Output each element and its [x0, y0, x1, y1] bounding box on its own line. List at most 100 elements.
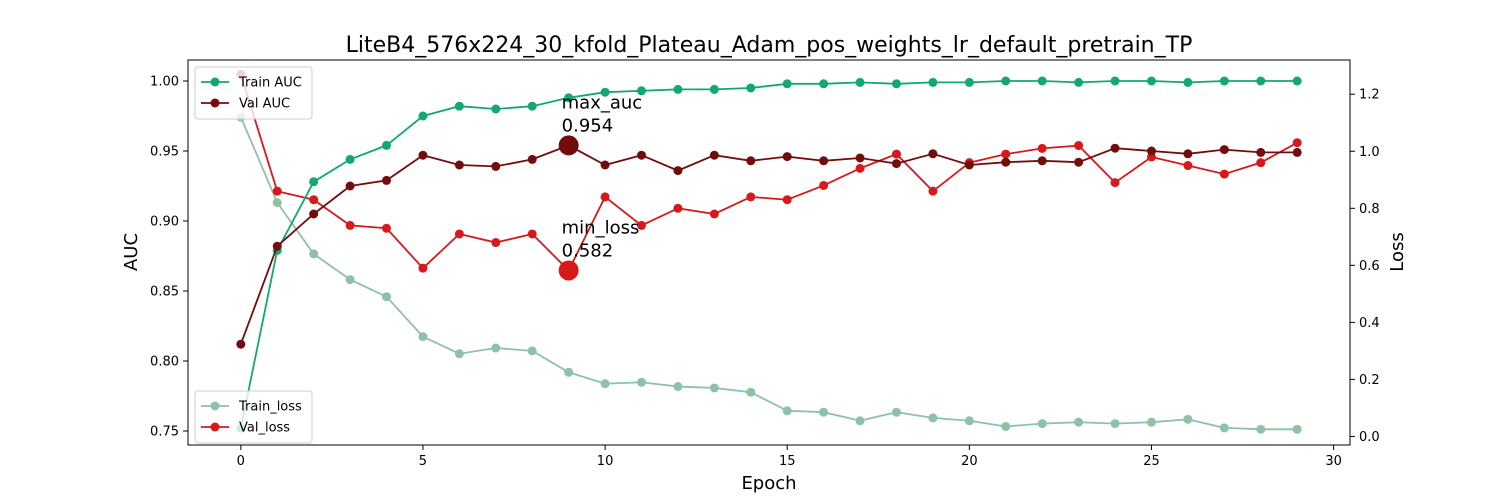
- data-point-train-loss: [1292, 424, 1302, 434]
- data-point-train-loss: [709, 383, 719, 393]
- data-point-train-auc: [1292, 76, 1302, 86]
- data-point-val-auc: [382, 175, 392, 185]
- data-point-train-loss: [673, 382, 683, 392]
- data-point-val-loss: [1110, 178, 1120, 188]
- data-point-val-loss: [491, 238, 501, 248]
- data-point-train-auc: [1037, 76, 1047, 86]
- y-right-tick-label: 1.2: [1359, 88, 1380, 103]
- data-point-train-loss: [1037, 419, 1047, 429]
- data-point-train-auc: [309, 177, 319, 187]
- data-point-train-auc: [855, 77, 865, 87]
- data-point-train-loss: [600, 379, 610, 389]
- data-point-train-loss: [454, 349, 464, 359]
- data-point-val-auc: [819, 156, 829, 166]
- data-point-val-loss: [709, 209, 719, 219]
- data-point-val-loss: [272, 186, 282, 196]
- data-point-val-auc: [673, 166, 683, 176]
- data-point-val-loss: [1219, 169, 1229, 179]
- data-point-train-auc: [418, 111, 428, 121]
- y-left-tick-label: 0.85: [150, 285, 179, 300]
- data-point-train-loss: [345, 275, 355, 285]
- data-point-val-loss: [1256, 158, 1266, 168]
- data-point-train-auc: [709, 84, 719, 94]
- data-point-val-auc: [345, 181, 355, 191]
- data-point-train-loss: [1001, 421, 1011, 431]
- data-point-train-loss: [1256, 424, 1266, 434]
- legend-swatch-marker: [210, 98, 220, 108]
- data-point-train-loss: [891, 407, 901, 417]
- data-point-val-loss: [309, 195, 319, 205]
- data-point-val-loss: [1183, 161, 1193, 171]
- data-point-train-loss: [418, 332, 428, 342]
- annotation-label-max-auc: max_auc: [562, 92, 643, 113]
- data-point-train-auc: [382, 140, 392, 150]
- data-point-val-loss: [891, 149, 901, 159]
- y-left-tick-label: 0.90: [150, 215, 179, 230]
- data-point-train-loss: [382, 292, 392, 302]
- data-point-train-auc: [819, 79, 829, 89]
- legend-bottom-left: Train_loss Val_loss: [194, 390, 313, 444]
- data-point-train-auc: [1074, 77, 1084, 87]
- data-point-train-auc: [891, 79, 901, 89]
- data-point-val-auc: [1256, 147, 1266, 157]
- series-train-auc: [236, 76, 1302, 433]
- data-point-train-auc: [1183, 77, 1193, 87]
- annotation-value-min-loss: 0.582: [562, 240, 614, 261]
- data-point-val-loss: [673, 203, 683, 213]
- y-right-tick-label: 0.2: [1359, 373, 1380, 388]
- data-point-train-auc: [1110, 76, 1120, 86]
- plot-frame: [187, 59, 1351, 446]
- data-point-val-auc: [1146, 146, 1156, 156]
- y-right-tick-label: 0.6: [1359, 259, 1380, 274]
- annotation-marker-max-auc: [558, 135, 579, 156]
- legend-swatch-marker: [210, 401, 220, 411]
- data-point-val-auc: [418, 150, 428, 160]
- data-point-train-loss: [855, 416, 865, 426]
- x-tick-label: 0: [237, 454, 245, 469]
- data-point-val-loss: [637, 220, 647, 230]
- data-point-train-auc: [527, 101, 537, 111]
- data-point-val-loss: [819, 180, 829, 190]
- legend-entry-label: Train_loss: [238, 400, 302, 415]
- data-point-train-loss: [1219, 423, 1229, 433]
- data-point-train-loss: [1110, 419, 1120, 429]
- data-point-train-auc: [964, 77, 974, 87]
- x-axis-label: Epoch: [741, 473, 796, 494]
- data-point-train-loss: [1074, 417, 1084, 427]
- data-point-val-auc: [527, 154, 537, 164]
- legend-swatch-marker: [210, 422, 220, 432]
- data-point-val-loss: [527, 229, 537, 239]
- data-point-train-loss: [564, 367, 574, 377]
- data-point-train-loss: [819, 407, 829, 417]
- data-point-val-loss: [746, 192, 756, 202]
- data-point-val-auc: [309, 209, 319, 219]
- data-point-val-auc: [491, 161, 501, 171]
- data-point-val-auc: [1074, 157, 1084, 167]
- data-point-val-auc: [236, 339, 246, 349]
- data-point-val-auc: [1110, 143, 1120, 153]
- data-point-val-loss: [1292, 138, 1302, 148]
- y-right-tick-label: 0.8: [1359, 202, 1380, 217]
- series-line-train-loss: [239, 116, 1298, 431]
- data-point-val-loss: [600, 192, 610, 202]
- x-tick-label: 5: [419, 454, 427, 469]
- y-axis-label-left: AUC: [121, 233, 142, 271]
- x-tick-label: 25: [1143, 454, 1160, 469]
- data-point-val-auc: [1037, 156, 1047, 166]
- legend-top-left: Train AUC Val AUC: [194, 66, 313, 120]
- x-tick-label: 15: [779, 454, 796, 469]
- data-point-val-loss: [782, 195, 792, 205]
- data-point-val-auc: [637, 150, 647, 160]
- data-point-train-loss: [782, 406, 792, 416]
- data-point-val-loss: [855, 163, 865, 173]
- data-point-val-auc: [746, 156, 756, 166]
- series-line-train-auc: [239, 80, 1298, 429]
- series-line-val-loss: [239, 73, 1298, 272]
- data-point-val-auc: [1001, 157, 1011, 167]
- legend-box: [194, 66, 313, 120]
- data-point-train-auc: [491, 104, 501, 114]
- data-point-val-auc: [454, 160, 464, 170]
- data-point-train-loss: [746, 387, 756, 397]
- data-point-val-auc: [855, 153, 865, 163]
